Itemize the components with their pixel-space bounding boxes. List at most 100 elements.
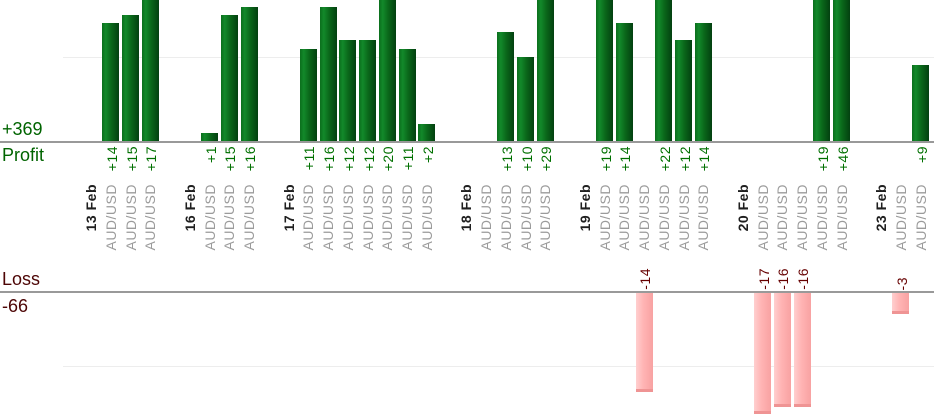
date-label: 17 Feb — [280, 184, 297, 232]
loss-bar — [773, 293, 791, 407]
trade-symbol-label: AUD/USD — [122, 184, 139, 251]
date-label: 16 Feb — [181, 184, 198, 232]
loss-total-label: -66 — [2, 296, 29, 316]
trade-symbol-label: AUD/USD — [497, 184, 514, 251]
profit-bar — [596, 0, 613, 141]
trade-value-label: +46 — [834, 146, 851, 172]
profit-bar — [813, 0, 831, 141]
trade-symbol-label: AUD/USD — [320, 184, 336, 251]
profit-bar — [912, 65, 929, 141]
trade-value-label: +10 — [518, 146, 535, 172]
date-label: 18 Feb — [458, 184, 475, 232]
date-label: 13 Feb — [83, 184, 99, 232]
trade-value-label: +12 — [676, 146, 693, 172]
trade-symbol-label: AUD/USD — [675, 184, 692, 251]
trade-symbol-label: AUD/USD — [596, 184, 613, 251]
trade-value-label: -14 — [637, 268, 653, 290]
trade-symbol-label: AUD/USD — [833, 184, 850, 251]
trade-value-label: +16 — [321, 146, 337, 172]
trade-symbol-label: AUD/USD — [359, 184, 376, 251]
loss-bar — [754, 293, 771, 414]
trade-value-label: +19 — [597, 146, 614, 172]
trade-value-label: +12 — [340, 146, 357, 172]
trade-value-label: +11 — [301, 146, 318, 171]
trade-value-label: +19 — [814, 146, 831, 172]
loss-axis-title: Loss — [2, 269, 41, 289]
profit-bar — [378, 0, 396, 141]
loss-bar — [635, 293, 653, 392]
trade-symbol-label: AUD/USD — [241, 184, 257, 251]
trade-symbol-label: AUD/USD — [221, 184, 238, 251]
trade-value-label: +12 — [360, 146, 377, 172]
profit-bar — [122, 15, 139, 141]
trade-symbol-label: AUD/USD — [142, 184, 159, 251]
profit-bar — [319, 7, 337, 141]
trade-value-label: +14 — [103, 146, 120, 172]
trade-value-label: +2 — [419, 146, 436, 163]
trade-value-label: +29 — [538, 146, 555, 172]
profit-bar — [201, 133, 218, 141]
profit-bar — [675, 40, 692, 141]
trade-value-label: +15 — [222, 146, 239, 172]
profit-bar — [220, 15, 238, 141]
profit-bar — [615, 23, 633, 141]
trade-value-label: -17 — [755, 268, 772, 290]
trade-value-label: -3 — [893, 276, 910, 290]
trade-symbol-label: AUD/USD — [339, 184, 356, 251]
trade-symbol-label: AUD/USD — [478, 184, 494, 251]
trade-symbol-label: AUD/USD — [636, 184, 652, 251]
trade-value-label: +16 — [242, 146, 258, 172]
profit-bar — [141, 0, 159, 141]
trade-value-label: +20 — [380, 146, 397, 172]
profit-axis-title: Profit — [2, 145, 45, 165]
trade-value-label: +13 — [498, 146, 515, 172]
trade-value-label: +11 — [400, 146, 416, 171]
trade-value-label: +15 — [123, 146, 140, 172]
trade-symbol-label: AUD/USD — [379, 184, 396, 251]
profit-bar — [398, 49, 416, 141]
trade-symbol-label: AUD/USD — [655, 184, 672, 251]
profit-bar — [536, 0, 554, 141]
loss-bar — [892, 293, 910, 314]
date-label: 23 Feb — [873, 184, 889, 232]
profit-bar — [655, 0, 673, 141]
trade-value-label: +14 — [696, 146, 713, 172]
loss-bar — [793, 293, 811, 407]
trade-symbol-label: AUD/USD — [537, 184, 554, 251]
trade-symbol-label: AUD/USD — [774, 184, 791, 251]
profit-total-label: +369 — [2, 119, 43, 139]
trade-symbol-label: AUD/USD — [695, 184, 712, 251]
trade-symbol-label: AUD/USD — [102, 184, 119, 251]
profit-axis-line — [0, 141, 934, 143]
profit-bar — [497, 32, 515, 141]
trade-value-label: -16 — [795, 268, 811, 290]
trade-value-label: -16 — [775, 268, 792, 290]
trade-symbol-label: AUD/USD — [201, 184, 218, 251]
loss-gridline — [63, 366, 934, 367]
trade-symbol-label: AUD/USD — [399, 184, 415, 251]
trade-symbol-label: AUD/USD — [616, 184, 633, 251]
date-label: 20 Feb — [734, 184, 751, 232]
profit-bar — [299, 49, 317, 141]
trade-value-label: +22 — [656, 146, 673, 172]
loss-axis-line — [0, 291, 934, 293]
trade-symbol-label: AUD/USD — [813, 184, 830, 251]
trade-symbol-label: AUD/USD — [794, 184, 810, 251]
trade-value-label: +9 — [913, 146, 930, 163]
profit-bar — [359, 40, 376, 141]
profit-bar — [339, 40, 357, 141]
profit-bar — [240, 7, 258, 141]
trade-symbol-label: AUD/USD — [754, 184, 771, 251]
profit-bar — [694, 23, 712, 141]
profit-bar — [418, 124, 436, 141]
trade-value-label: +17 — [143, 146, 160, 172]
date-label: 19 Feb — [576, 184, 593, 232]
profit-bar — [833, 0, 850, 141]
trade-symbol-label: AUD/USD — [517, 184, 534, 251]
trade-symbol-label: AUD/USD — [418, 184, 435, 251]
profit-bar — [517, 57, 534, 141]
trade-symbol-label: AUD/USD — [912, 184, 929, 251]
trade-value-label: +1 — [202, 146, 219, 163]
trade-symbol-label: AUD/USD — [300, 184, 317, 251]
